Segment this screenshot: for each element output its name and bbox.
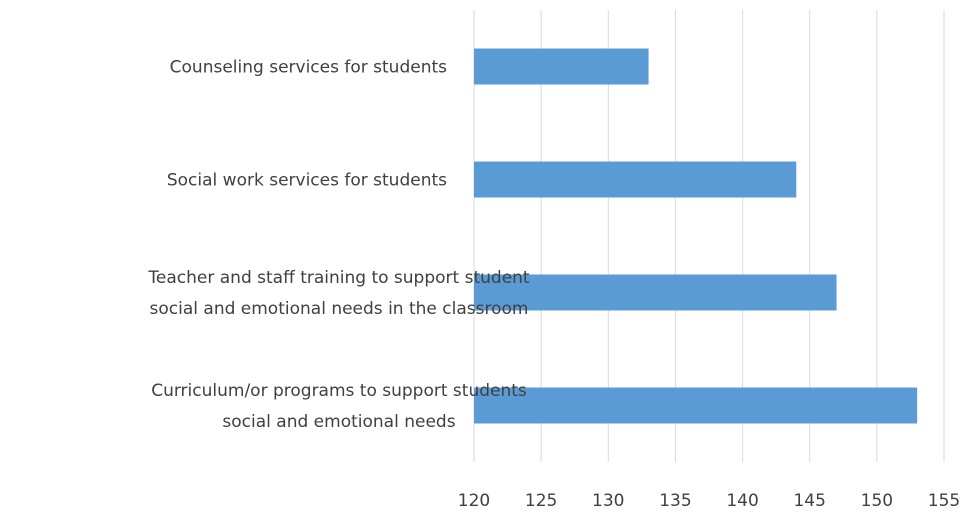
x-tick-label: 155 — [928, 491, 960, 511]
category-label-line: social and emotional needs in the classr… — [150, 299, 529, 319]
x-tick-label: 145 — [793, 491, 825, 511]
bar — [474, 48, 649, 85]
x-tick-label: 135 — [659, 491, 691, 511]
category-label-line: Curriculum/or programs to support studen… — [151, 381, 527, 401]
bar — [474, 274, 837, 311]
bars — [474, 48, 918, 424]
bar — [474, 161, 797, 198]
category-label-line: Counseling services for students — [170, 58, 447, 78]
bar — [474, 387, 918, 424]
x-tick-label: 140 — [726, 491, 758, 511]
x-tick-label: 130 — [592, 491, 624, 511]
category-label: Teacher and staff training to support st… — [147, 268, 530, 319]
x-axis-ticks: 120 125 130 135 140 145 150 155 — [458, 491, 960, 511]
category-label: Counseling services for students — [170, 58, 447, 78]
category-label-line: Teacher and staff training to support st… — [147, 268, 530, 288]
category-label-line: Social work services for students — [167, 171, 447, 191]
category-label-line: social and emotional needs — [222, 412, 455, 432]
category-labels: Counseling services for students Social w… — [147, 58, 530, 433]
category-label: Curriculum/or programs to support studen… — [151, 381, 527, 432]
grid — [473, 10, 945, 462]
x-tick-label: 125 — [525, 491, 557, 511]
x-tick-label: 120 — [458, 491, 490, 511]
x-tick-label: 150 — [861, 491, 893, 511]
category-label: Social work services for students — [167, 171, 447, 191]
